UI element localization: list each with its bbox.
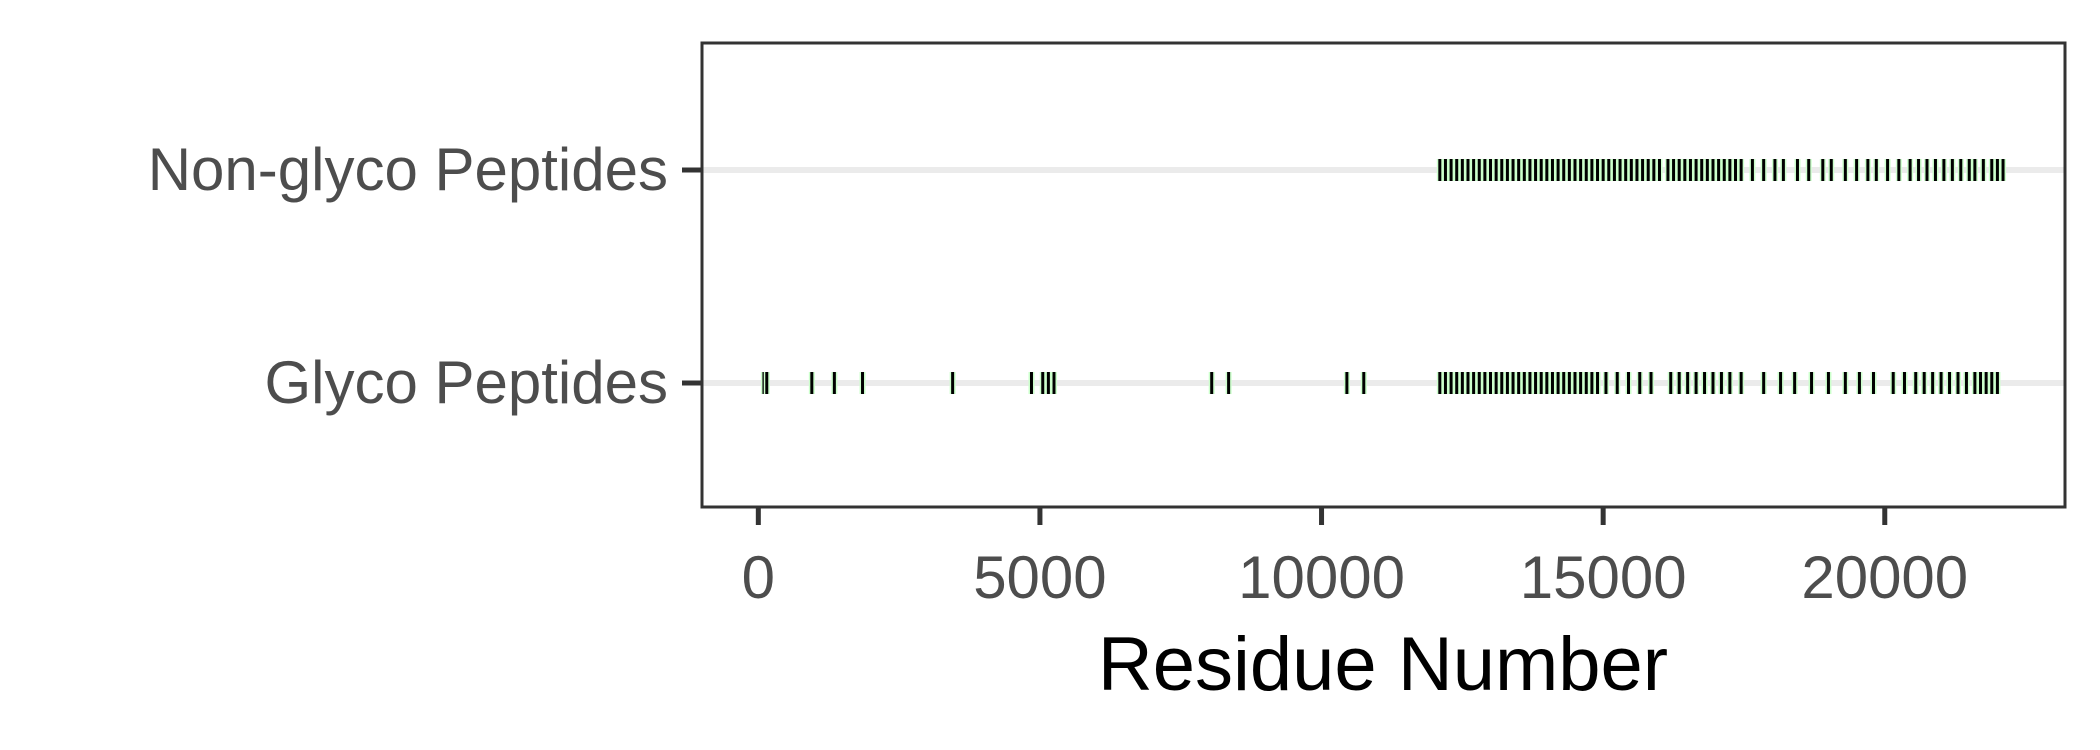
x-axis-title: Residue Number [1098, 622, 1668, 707]
y-axis: Non-glyco Peptides Glyco Peptides [148, 136, 702, 416]
x-tick-label: 15000 [1520, 544, 1687, 611]
plot-panel-border [700, 41, 2067, 509]
x-tick-label: 10000 [1238, 544, 1405, 611]
chart-marks [760, 159, 2007, 394]
x-tick-label: 20000 [1801, 544, 1968, 611]
grid-lines [702, 167, 2065, 386]
y-tick-label: Glyco Peptides [264, 349, 668, 416]
x-tick-label: 5000 [973, 544, 1106, 611]
x-tick-label: 0 [742, 544, 775, 611]
x-axis: 0 5000 10000 15000 20000 [742, 507, 1968, 611]
y-tick-label: Non-glyco Peptides [148, 136, 668, 203]
